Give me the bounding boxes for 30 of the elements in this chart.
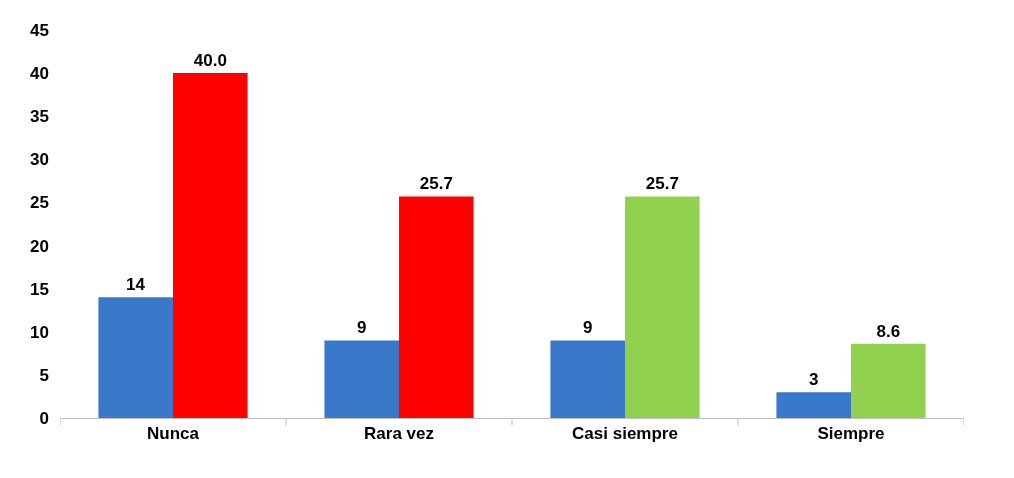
y-tick-label: 45 (30, 20, 49, 40)
x-tick-label: Siempre (817, 424, 885, 444)
data-label: 25.7 (645, 174, 679, 194)
bar (625, 196, 700, 418)
y-tick-label: 15 (30, 279, 49, 299)
bar (399, 196, 474, 418)
y-tick-label: 40 (30, 64, 49, 84)
y-tick-label: 5 (39, 365, 49, 385)
x-tick-label: Casi siempre (572, 424, 678, 444)
data-label: 9 (356, 318, 367, 338)
y-tick-label: 30 (30, 150, 49, 170)
y-tick-label: 35 (30, 107, 49, 127)
bar (173, 73, 248, 418)
bar (98, 297, 173, 418)
x-tick-label: Nunca (147, 424, 200, 444)
data-label: 25.7 (419, 174, 453, 194)
data-label: 14 (125, 275, 146, 295)
x-tick-label: Rara vez (364, 424, 434, 444)
data-label: 8.6 (876, 321, 901, 341)
data-label: 3 (808, 370, 819, 390)
bar (324, 340, 399, 418)
bar (851, 343, 926, 418)
bar (550, 340, 625, 418)
bar (776, 392, 851, 418)
data-label: 9 (582, 318, 593, 338)
y-tick-label: 10 (30, 322, 49, 342)
y-tick-label: 20 (30, 236, 49, 256)
data-label: 40.0 (193, 51, 227, 71)
y-tick-label: 25 (30, 193, 49, 213)
y-tick-label: 0 (39, 408, 49, 428)
